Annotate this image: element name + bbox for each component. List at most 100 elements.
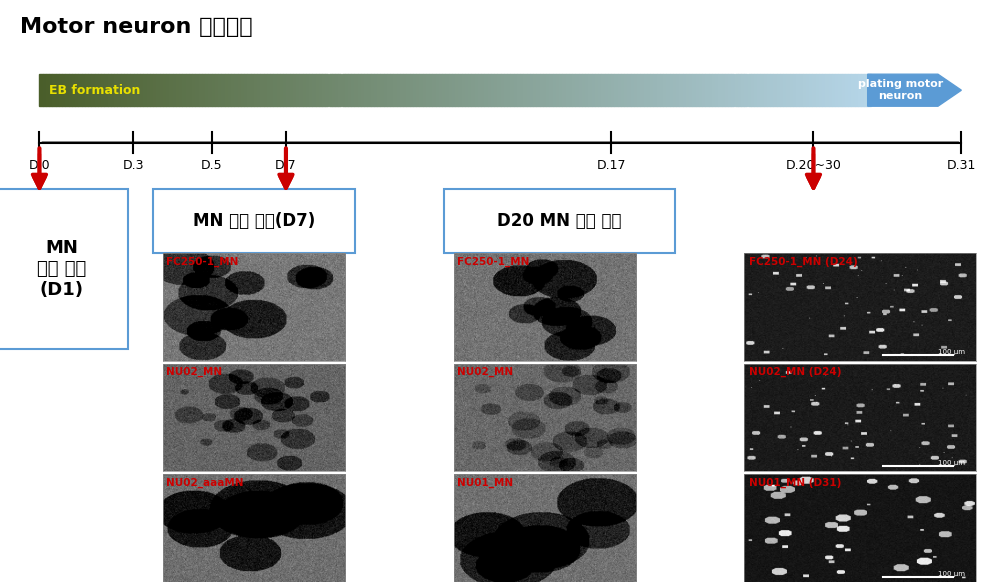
Bar: [599, 74, 601, 106]
Bar: [309, 74, 313, 106]
Text: NU02_aaaMN: NU02_aaaMN: [167, 478, 244, 488]
Bar: [137, 74, 140, 106]
Bar: [39, 74, 42, 106]
Bar: [650, 74, 654, 106]
Text: D.3: D.3: [122, 159, 144, 172]
Bar: [725, 74, 728, 106]
Bar: [750, 74, 754, 106]
Bar: [241, 74, 245, 106]
Bar: [318, 74, 322, 106]
Bar: [767, 74, 770, 106]
Bar: [238, 74, 241, 106]
Bar: [166, 74, 170, 106]
Text: FC250-1_MN: FC250-1_MN: [167, 257, 239, 267]
Bar: [348, 74, 351, 106]
Bar: [521, 74, 524, 106]
Text: D.31: D.31: [947, 159, 976, 172]
Bar: [46, 74, 49, 106]
Bar: [338, 74, 341, 106]
Bar: [845, 74, 848, 106]
Bar: [163, 74, 166, 106]
Bar: [195, 74, 198, 106]
Bar: [497, 74, 501, 106]
Text: NU01_MN: NU01_MN: [458, 478, 514, 488]
Bar: [374, 74, 378, 106]
Bar: [624, 74, 627, 106]
Bar: [300, 74, 303, 106]
Bar: [478, 74, 481, 106]
Bar: [198, 74, 202, 106]
Bar: [173, 74, 176, 106]
Bar: [355, 74, 358, 106]
Bar: [517, 74, 521, 106]
Bar: [410, 74, 413, 106]
Bar: [442, 74, 446, 106]
Bar: [400, 74, 403, 106]
Bar: [546, 74, 549, 106]
Bar: [702, 74, 705, 106]
Bar: [488, 74, 491, 106]
Bar: [491, 74, 494, 106]
Bar: [110, 74, 114, 106]
Text: plating motor
neuron: plating motor neuron: [858, 79, 943, 101]
Bar: [381, 74, 384, 106]
Bar: [812, 74, 815, 106]
Bar: [102, 74, 105, 106]
Bar: [313, 74, 316, 106]
Bar: [738, 74, 741, 106]
Bar: [341, 74, 345, 106]
Bar: [770, 74, 773, 106]
Bar: [644, 74, 647, 106]
Bar: [42, 74, 46, 106]
Bar: [572, 74, 576, 106]
Bar: [787, 74, 790, 106]
Bar: [316, 74, 318, 106]
Text: NU02_MN (D24): NU02_MN (D24): [749, 367, 842, 377]
Bar: [331, 74, 335, 106]
Bar: [55, 74, 59, 106]
Bar: [709, 74, 712, 106]
Bar: [760, 74, 764, 106]
Bar: [120, 74, 124, 106]
Bar: [328, 74, 331, 106]
Bar: [747, 74, 750, 106]
Bar: [566, 74, 569, 106]
Bar: [686, 74, 689, 106]
Bar: [88, 74, 92, 106]
Bar: [150, 74, 153, 106]
Bar: [153, 74, 157, 106]
Text: NU02_MN: NU02_MN: [458, 367, 514, 377]
Bar: [803, 74, 806, 106]
Text: D.17: D.17: [597, 159, 626, 172]
Bar: [539, 74, 543, 106]
Bar: [147, 74, 150, 106]
Bar: [276, 74, 280, 106]
Bar: [228, 74, 231, 106]
Bar: [627, 74, 631, 106]
Bar: [426, 74, 429, 106]
Bar: [65, 74, 69, 106]
Bar: [842, 74, 845, 106]
Bar: [819, 74, 822, 106]
Bar: [501, 74, 504, 106]
Text: EB formation: EB formation: [49, 84, 141, 97]
Bar: [286, 74, 290, 106]
Bar: [712, 74, 715, 106]
Bar: [865, 74, 868, 106]
Bar: [182, 74, 185, 106]
Bar: [861, 74, 865, 106]
Bar: [335, 74, 338, 106]
Bar: [689, 74, 692, 106]
Bar: [667, 74, 669, 106]
Bar: [663, 74, 667, 106]
Bar: [107, 74, 110, 106]
Bar: [601, 74, 604, 106]
Bar: [790, 74, 793, 106]
Bar: [529, 74, 533, 106]
Bar: [699, 74, 702, 106]
Bar: [189, 74, 192, 106]
Text: NU01_MN (D31): NU01_MN (D31): [749, 478, 841, 488]
Bar: [59, 74, 62, 106]
Bar: [589, 74, 592, 106]
Bar: [637, 74, 640, 106]
